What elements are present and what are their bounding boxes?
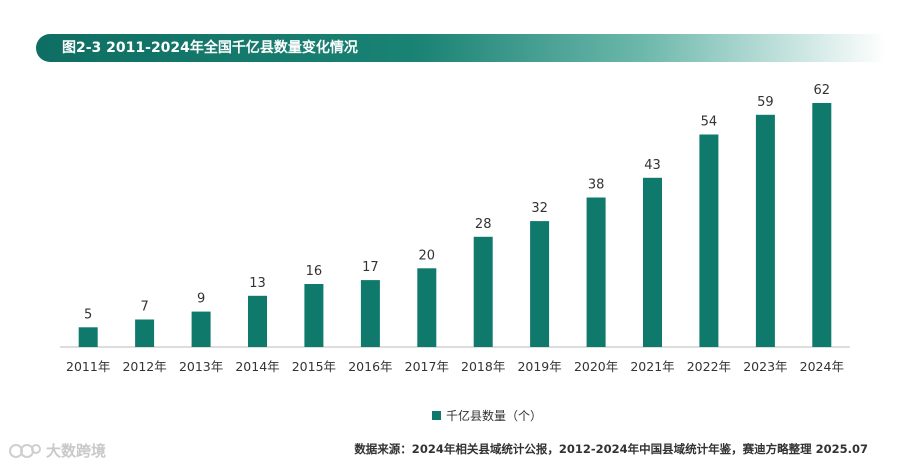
data-label-2023年: 59 (757, 95, 774, 110)
data-label-2014年: 13 (249, 276, 266, 291)
bar-2014年 (248, 295, 267, 347)
data-label-2020年: 38 (588, 178, 605, 193)
data-label-2016年: 17 (362, 260, 379, 275)
bar-2024年 (812, 103, 832, 347)
x-tick-label-2015年: 2015年 (292, 359, 336, 374)
x-tick-label-2024年: 2024年 (800, 359, 844, 374)
x-tick-label-2016年: 2016年 (348, 359, 392, 374)
data-label-2019年: 32 (531, 201, 548, 216)
x-tick-label-2012年: 2012年 (122, 359, 166, 374)
x-tick-label-2017年: 2017年 (405, 359, 449, 374)
x-tick-label-2018年: 2018年 (461, 359, 505, 374)
data-label-2018年: 28 (475, 217, 492, 232)
watermark-text: 大数跨境 (46, 442, 107, 460)
data-label-2011年: 5 (84, 307, 92, 322)
bar-2017年 (417, 268, 437, 347)
bar-2021年 (643, 177, 662, 347)
bar-2018年 (473, 236, 493, 347)
watermark: 大数跨境 (8, 440, 106, 461)
x-tick-label-2013年: 2013年 (179, 359, 223, 374)
x-tick-label-2011年: 2011年 (66, 359, 110, 374)
bar-chart: 5 2011年 7 2012年 9 2013年 13 2014年 16 2015年 17 2016年 2… (60, 83, 850, 374)
data-label-2021年: 43 (644, 158, 661, 173)
chart-title-bar: 图2-3 2011-2024年全国千亿县数量变化情况 (36, 34, 886, 62)
legend-swatch (432, 410, 441, 420)
bar-2019年 (530, 221, 550, 347)
bar-2023年 (755, 114, 775, 347)
x-tick-label-2019年: 2019年 (517, 359, 561, 374)
data-label-2012年: 7 (140, 300, 148, 315)
data-label-2017年: 20 (419, 248, 436, 263)
x-tick-label-2023年: 2023年 (743, 359, 787, 374)
data-label-2015年: 16 (306, 264, 323, 279)
chart-title: 图2-3 2011-2024年全国千亿县数量变化情况 (62, 40, 358, 56)
data-source-note: 数据来源：2024年相关县域统计公报，2012-2024年中国县域统计年鉴，赛迪… (354, 442, 868, 456)
bar-2012年 (135, 319, 155, 347)
x-tick-label-2014年: 2014年 (235, 359, 279, 374)
x-tick-label-2020年: 2020年 (574, 359, 618, 374)
bar-2013年 (191, 311, 211, 347)
x-tick-label-2022年: 2022年 (687, 359, 731, 374)
bar-2015年 (304, 284, 324, 347)
chart-legend: 千亿县数量（个） (432, 407, 542, 423)
bar-2022年 (699, 134, 719, 347)
x-tick-label-2021年: 2021年 (630, 359, 674, 374)
data-label-2024年: 62 (814, 83, 831, 98)
watermark-logo-icon (9, 443, 41, 458)
bar-2016年 (360, 280, 380, 347)
bar-2020年 (586, 197, 606, 347)
data-label-2013年: 9 (197, 292, 205, 307)
data-label-2022年: 54 (701, 115, 718, 130)
bar-2011年 (78, 327, 98, 347)
legend-label: 千亿县数量（个） (446, 408, 543, 423)
